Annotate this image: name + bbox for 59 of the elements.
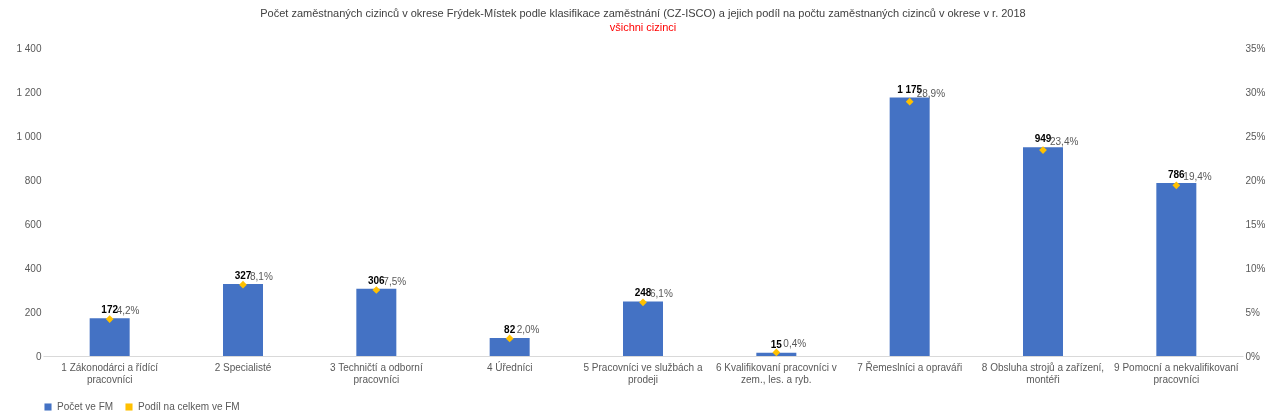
y2-tick-label: 20% (1245, 174, 1266, 186)
chart-title: Počet zaměstnaných cizinců v okrese Frýdek-Místek podle klasifikace zaměstnání (CZ-ISCO) a jejich podíl na počtu zaměstnaných cizinců v okrese v r. 2018 (260, 7, 1026, 19)
bar (89, 318, 130, 356)
data-label: 6,1% (650, 288, 673, 300)
y-tick-label: 1 000 (16, 130, 42, 142)
bar (356, 288, 397, 356)
x-tick-label: 7 Řemeslníci a opraváři (857, 360, 963, 373)
point (639, 298, 647, 307)
point (105, 315, 114, 323)
data-label: 327 (234, 270, 252, 282)
data-label: 19,4% (1183, 171, 1212, 183)
x-tick-label: 8 Obsluha strojů a zařízení, montéři (981, 361, 1105, 385)
x-tick-label: 1 Zákonodárci a řídící pracovníci (61, 361, 159, 385)
x-tick-label: 4 Úředníci (486, 360, 533, 373)
y-tick-label: 1 200 (16, 86, 42, 98)
point (372, 286, 381, 294)
y2-tick-label: 15% (1245, 218, 1266, 230)
legend-label: Počet ve FM (57, 401, 114, 412)
x-tick-label: 3 Techničtí a odborní pracovníci (330, 361, 423, 385)
point (1172, 181, 1181, 190)
bar (223, 284, 263, 356)
x-tick-label: 6 Kvalifikovaní pracovníci v zem., les. a ryb. (716, 361, 837, 385)
point (772, 348, 781, 357)
data-label: 172 (101, 304, 119, 316)
x-tick-label: 2 Specialisté (214, 361, 272, 373)
point (239, 280, 247, 289)
y-tick-label: 800 (24, 174, 42, 186)
data-label: 306 (367, 274, 386, 286)
y2-tick-label: 30% (1245, 86, 1266, 98)
y2-tick-label: 0% (1245, 350, 1261, 362)
data-label: 4,2% (116, 305, 140, 317)
y-tick-label: 1 400 (16, 42, 42, 54)
y-tick-label: 0 (35, 350, 42, 362)
legend-label: Podíl na celkem ve FM (138, 401, 240, 412)
bar (489, 337, 530, 356)
data-label: 8,1% (250, 270, 273, 282)
data-label: 15 (770, 338, 783, 350)
x-tick-label: 9 Pomocní a nekvalifikovaní pracovníci (1114, 361, 1239, 385)
x-tick-label: 5 Pracovníci ve službách a prodeji (583, 361, 703, 385)
data-label: 0,4% (783, 338, 807, 350)
bar (1023, 147, 1063, 356)
data-label: 82 (504, 323, 516, 335)
chart-subtitle: všichni cizinci (609, 21, 677, 33)
data-label: 2,0% (516, 324, 540, 336)
point (905, 97, 914, 106)
data-label: 248 (634, 287, 652, 299)
y2-tick-label: 25% (1245, 130, 1266, 142)
y2-tick-label: 10% (1245, 262, 1266, 274)
data-label: 23,4% (1050, 136, 1079, 148)
bar (889, 97, 930, 356)
point (505, 334, 514, 343)
y2-tick-label: 35% (1245, 42, 1266, 54)
bar (1156, 183, 1197, 356)
y-tick-label: 400 (24, 262, 42, 274)
data-label: 7,5% (383, 276, 407, 287)
y-tick-label: 200 (24, 306, 42, 318)
y-tick-label: 600 (24, 218, 42, 230)
y2-tick-label: 5% (1245, 306, 1261, 318)
bar (623, 301, 663, 356)
